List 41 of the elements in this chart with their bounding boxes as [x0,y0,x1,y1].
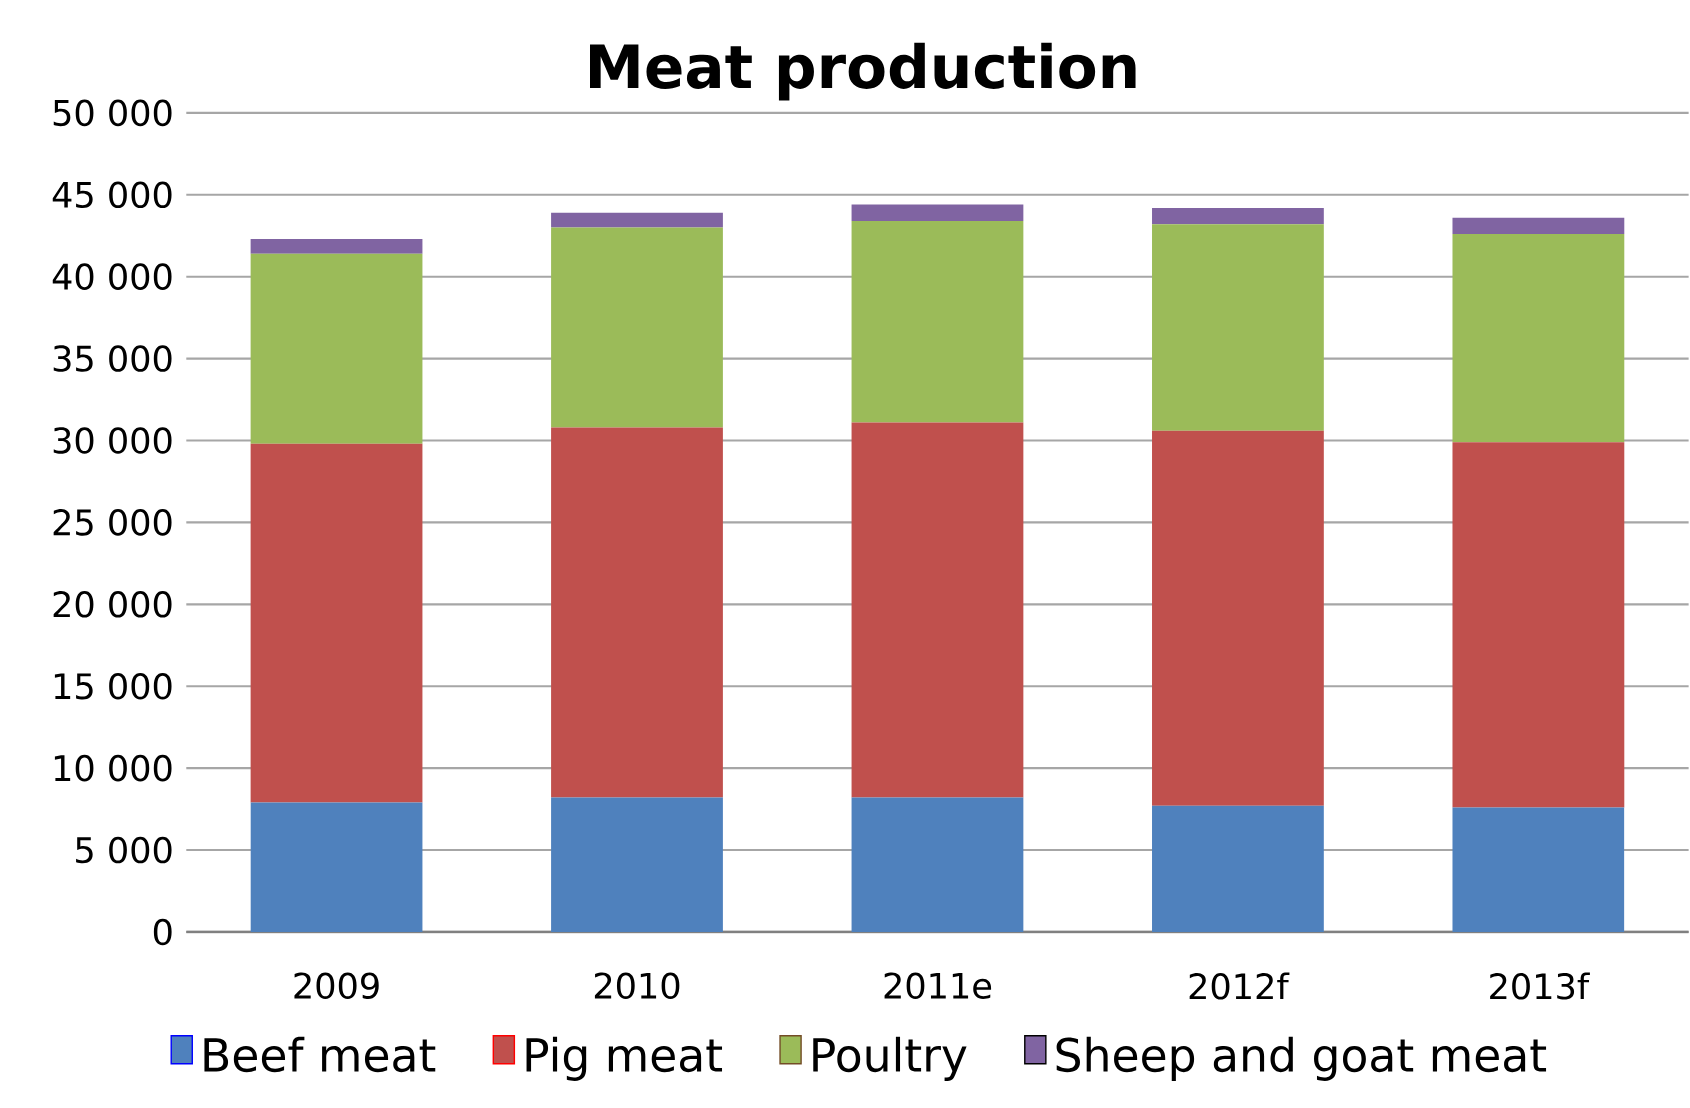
bar [1452,807,1625,933]
bar [1152,208,1324,225]
bar [851,422,1024,798]
legend-label: Sheep and goat meat [1056,1036,1547,1082]
bar [250,253,423,444]
bar [1152,805,1324,933]
bar [551,212,723,228]
y-tick-label: 15 000 [54,673,172,700]
bar [250,239,423,254]
legend-label: Beef meat [204,1036,436,1073]
bar [851,797,1024,933]
legend-label: Pig meat [526,1036,723,1082]
bar [551,227,723,428]
y-tick-label: 35 000 [53,345,172,372]
x-tick-label: 2010 [594,972,680,1000]
x-tick-label: 2009 [294,972,379,1000]
chart-title: Meat production [590,42,1136,101]
bar [551,797,723,933]
bar [1152,224,1324,431]
bar [1452,234,1625,443]
y-tick-label: 5 000 [76,836,172,864]
bar [1452,217,1625,235]
bar [250,802,423,933]
x-tick-label: 2013f [1490,972,1590,1000]
bar [851,204,1024,222]
x-tick-label: 2012f [1189,972,1290,1000]
y-tick-label: 10 000 [54,754,172,782]
bar [851,221,1024,423]
bar [1452,442,1625,808]
y-tick-label: 45 000 [52,181,172,209]
legend-label: Poultry [813,1036,967,1082]
x-tick-label: 2011e [884,972,992,1000]
y-tick-label: 20 000 [53,591,172,618]
y-tick-label: 30 000 [53,427,172,454]
y-tick-label: 50 000 [53,99,172,127]
bar [1152,430,1324,806]
y-tick-label: 40 000 [52,263,172,291]
y-tick-label: 25 000 [53,509,172,536]
y-tick-label: 0 [153,918,172,946]
bar [250,443,423,803]
bar [551,427,723,798]
